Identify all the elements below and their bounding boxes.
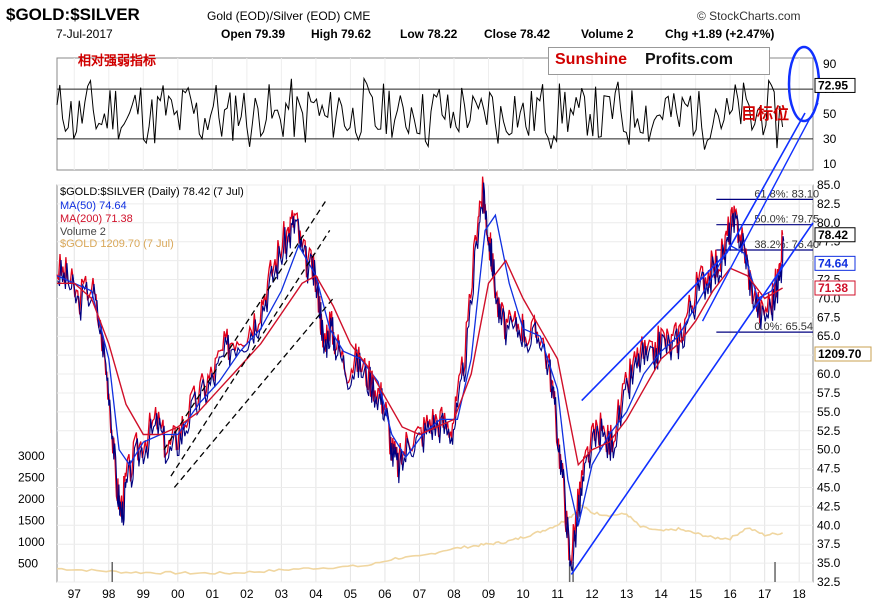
rsi-label: 相对强弱指标 <box>78 53 157 68</box>
rsi-tick-label: 50 <box>823 107 837 121</box>
y-tick-label: 82.5 <box>817 197 841 211</box>
channel-lower-line <box>570 222 814 575</box>
ma50-current-label: 74.64 <box>818 256 848 270</box>
channel-upper-line <box>581 252 728 402</box>
ma200-current-label: 71.38 <box>818 281 848 295</box>
rsi-line <box>56 76 784 150</box>
y-tick-label: 55.0 <box>817 405 841 419</box>
x-tick-label: 13 <box>620 587 634 601</box>
gold-tick-label: 2000 <box>18 492 45 506</box>
gold-current-label: 1209.70 <box>818 347 862 361</box>
high-value: High 79.62 <box>311 27 372 41</box>
sunshine-text: Sunshine <box>555 51 628 68</box>
y-tick-label: 47.5 <box>817 462 841 476</box>
fib-level-label: 50.0%: 79.75 <box>754 214 819 226</box>
x-tick-label: 97 <box>68 587 82 601</box>
ma200-current-box <box>814 280 856 296</box>
x-tick-label: 17 <box>758 587 772 601</box>
y-tick-label: 52.5 <box>817 424 841 438</box>
ma50-line <box>56 213 784 526</box>
x-tick-label: 02 <box>240 587 254 601</box>
price-current-label: 78.42 <box>818 228 848 242</box>
x-tick-label: 06 <box>378 587 392 601</box>
gold-tick-label: 3000 <box>18 449 45 463</box>
gold-tick-label: 2500 <box>18 470 45 484</box>
channel-upper-extension <box>726 112 806 254</box>
y-tick-label: 32.5 <box>817 575 841 589</box>
fib-level-label: 61.8%: 83.10 <box>754 188 819 200</box>
y-tick-label: 57.5 <box>817 386 841 400</box>
y-tick-label: 35.0 <box>817 556 841 570</box>
x-tick-label: 11 <box>551 587 564 601</box>
x-tick-label: 09 <box>482 587 496 601</box>
chart-date: 7-Jul-2017 <box>56 27 113 41</box>
price-line <box>57 182 785 572</box>
price-current-box <box>814 227 856 243</box>
legend-volume: Volume 2 <box>60 226 106 238</box>
ma200-line <box>57 259 783 467</box>
ma50-current-box <box>814 255 856 271</box>
x-tick-label: 98 <box>102 587 116 601</box>
chart-title: $GOLD:$SILVER <box>6 5 140 24</box>
volume-value: Volume 2 <box>581 27 634 41</box>
y-tick-label: 40.0 <box>817 518 841 532</box>
y-tick-label: 42.5 <box>817 499 841 513</box>
x-tick-label: 03 <box>275 587 289 601</box>
x-tick-label: 10 <box>516 587 530 601</box>
rsi-current-box <box>814 77 856 93</box>
y-tick-label: 45.0 <box>817 480 841 494</box>
open-value: Open 79.39 <box>221 27 286 41</box>
rsi-tick-label: 90 <box>823 57 837 71</box>
dashed-channel-line <box>173 298 334 488</box>
legend-ma50: MA(50) 74.64 <box>60 200 127 212</box>
stockcharts-brand: © StockCharts.com <box>697 9 801 23</box>
rsi-panel-frame <box>56 57 814 171</box>
gold-tick-label: 1500 <box>18 513 45 527</box>
y-tick-label: 85.0 <box>817 178 841 192</box>
gold-line <box>57 504 783 575</box>
dashed-channel-line <box>170 230 331 477</box>
legend-ma200: MA(200) 71.38 <box>60 213 133 225</box>
x-tick-label: 12 <box>585 587 599 601</box>
y-tick-label: 60.0 <box>817 367 841 381</box>
x-tick-label: 14 <box>654 587 668 601</box>
x-tick-label: 00 <box>171 587 185 601</box>
legend-main: $GOLD:$SILVER (Daily) 78.42 (7 Jul) <box>60 186 244 198</box>
close-value: Close 78.42 <box>484 27 551 41</box>
main-panel-frame <box>56 184 814 583</box>
fib-level-label: 0.0%: 65.54 <box>754 321 813 333</box>
x-tick-label: 15 <box>689 587 703 601</box>
x-tick-label: 16 <box>723 587 737 601</box>
profits-text: Profits.com <box>645 51 734 68</box>
fib-level-label: 38.2%: 76.40 <box>754 239 819 251</box>
y-tick-label: 80.0 <box>817 216 841 230</box>
rsi-tick-label: 30 <box>823 132 837 146</box>
low-value: Low 78.22 <box>400 27 458 41</box>
y-tick-label: 50.0 <box>817 443 841 457</box>
chart-subtitle: Gold (EOD)/Silver (EOD) CME <box>207 9 371 23</box>
x-tick-label: 05 <box>344 587 358 601</box>
gold-tick-label: 500 <box>18 556 38 570</box>
y-tick-label: 65.0 <box>817 329 841 343</box>
rsi-current-label: 72.95 <box>818 78 848 92</box>
legend-gold: $GOLD 1209.70 (7 Jul) <box>60 238 174 250</box>
change-value: Chg +1.89 (+2.47%) <box>665 27 775 41</box>
gold-current-box <box>814 346 872 362</box>
x-tick-label: 99 <box>137 587 151 601</box>
x-tick-label: 04 <box>309 587 323 601</box>
x-tick-label: 18 <box>793 587 807 601</box>
x-tick-label: 01 <box>206 587 220 601</box>
gold-tick-label: 1000 <box>18 535 45 549</box>
x-tick-label: 08 <box>447 587 461 601</box>
target-label: 目标位 <box>741 106 790 123</box>
y-tick-label: 37.5 <box>817 537 841 551</box>
rsi-tick-label: 10 <box>823 157 837 171</box>
y-tick-label: 67.5 <box>817 310 841 324</box>
sunshine-profits-logo: Sunshine Profits.com <box>548 47 770 75</box>
x-tick-label: 07 <box>413 587 427 601</box>
channel-mid-extension <box>701 102 819 322</box>
